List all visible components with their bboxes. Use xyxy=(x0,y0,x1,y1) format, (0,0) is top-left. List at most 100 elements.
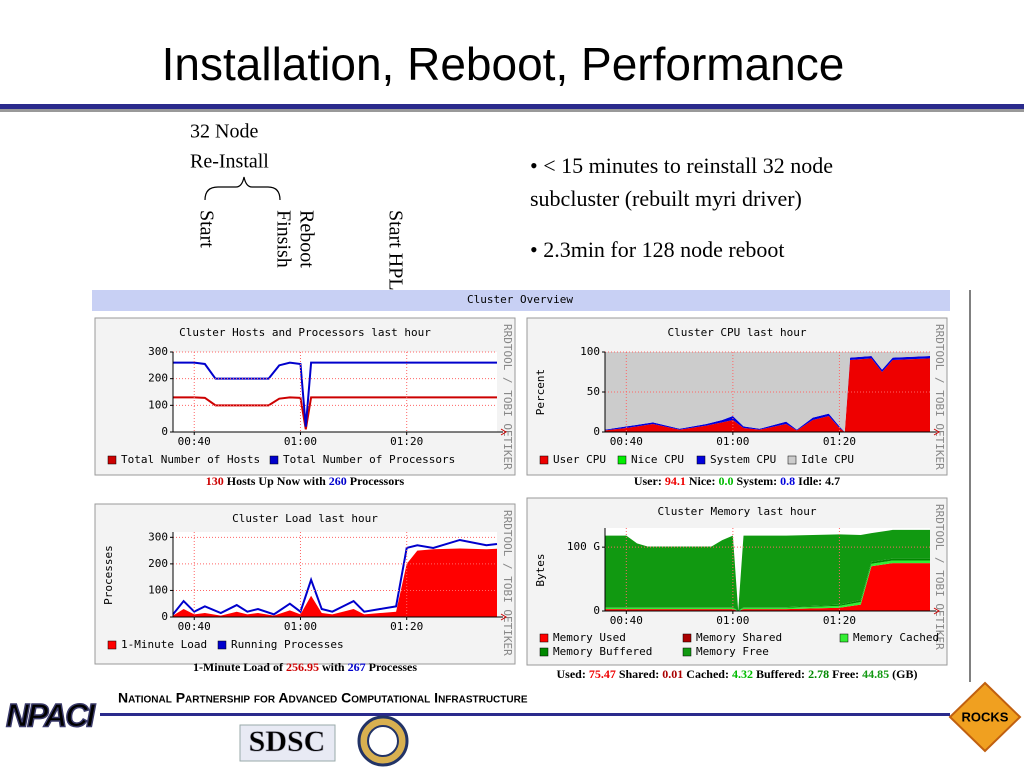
x-tick-label: 00:40 xyxy=(178,620,211,633)
legend-swatch xyxy=(269,455,279,465)
legend-swatch xyxy=(696,455,706,465)
line xyxy=(173,396,497,430)
rocks-label: ROCKS xyxy=(962,709,1009,724)
plot-area xyxy=(173,352,497,432)
annotation: 32 Node xyxy=(190,121,258,143)
caption-part: 0.01 xyxy=(662,667,683,681)
watermark: RRDTOOL / TOBI OETIKER xyxy=(933,324,946,470)
chart-title: Cluster Memory last hour xyxy=(658,505,817,518)
area xyxy=(605,358,930,432)
caption-part: Shared: xyxy=(616,667,662,681)
y-tick-label: 100 xyxy=(580,345,600,358)
caption-part: Processors xyxy=(347,474,405,488)
axis-arrow xyxy=(933,607,940,615)
legend-label: Running Processes xyxy=(231,638,344,651)
watermark: RRDTOOL / TOBI OETIKER xyxy=(501,324,514,470)
y-axis-label: Processes xyxy=(102,545,115,605)
overview-title: Cluster Overview xyxy=(467,293,573,306)
caption-part: Cached: xyxy=(683,667,732,681)
legend-label: Memory Free xyxy=(696,645,769,658)
chart-title: Cluster Hosts and Processors last hour xyxy=(179,326,431,339)
legend-label: Nice CPU xyxy=(631,453,684,466)
y-tick-label: 100 G xyxy=(567,540,600,553)
caption-part: 44.85 xyxy=(862,667,889,681)
caption-part: 130 xyxy=(206,474,224,488)
legend-label: User CPU xyxy=(553,453,606,466)
caption-part: 2.78 xyxy=(808,667,829,681)
x-tick-label: 01:00 xyxy=(716,435,749,448)
legend-label: Memory Buffered xyxy=(553,645,652,658)
caption-part: 0.8 xyxy=(780,474,795,488)
legend-label: Idle CPU xyxy=(801,453,854,466)
chart-title: Cluster CPU last hour xyxy=(667,326,806,339)
watermark: RRDTOOL / TOBI OETIKER xyxy=(933,504,946,650)
chart-panel: Cluster Hosts and Processors last hour RR… xyxy=(94,317,516,476)
y-tick-label: 200 xyxy=(148,372,168,385)
x-tick-label: 00:40 xyxy=(610,435,643,448)
legend-label: 1-Minute Load xyxy=(121,638,207,651)
legend-swatch xyxy=(682,633,692,643)
chart-title: Cluster Load last hour xyxy=(232,512,378,525)
overview-bar xyxy=(92,290,950,311)
annotation: Reboot xyxy=(295,210,317,268)
legend-swatch xyxy=(217,640,227,650)
caption-part: Buffered: xyxy=(753,667,808,681)
sdsc-logo: SDSC xyxy=(249,725,326,758)
npaci-logo: NPACI xyxy=(6,697,96,733)
legend-label: Total Number of Hosts xyxy=(121,453,260,466)
footer-rule xyxy=(100,713,950,716)
caption-part: 94.1 xyxy=(665,474,686,488)
caption-part: Used: xyxy=(556,667,588,681)
chart-caption: User: 94.1 Nice: 0.0 System: 0.8 Idle: 4… xyxy=(634,474,840,488)
line xyxy=(173,361,497,427)
x-tick-label: 01:00 xyxy=(284,435,317,448)
caption-part: Idle: 4.7 xyxy=(795,474,840,488)
legend-swatch xyxy=(539,633,549,643)
line xyxy=(172,538,498,616)
y-tick-label: 100 xyxy=(148,398,168,411)
x-tick-label: 01:20 xyxy=(390,435,423,448)
area xyxy=(605,529,930,611)
x-tick-label: 01:20 xyxy=(823,435,856,448)
caption-part: 260 xyxy=(329,474,347,488)
chart-panel: Cluster CPU last hour RRDTOOL / TOBI OETI… xyxy=(526,317,948,476)
annotation: Start HPL xyxy=(384,210,406,291)
caption-part: User: xyxy=(634,474,665,488)
axis-arrow xyxy=(933,428,940,436)
chart-panel: Cluster Load last hour RRDTOOL / TOBI OET… xyxy=(94,503,516,665)
y-tick-label: 0 xyxy=(593,425,600,438)
axis-arrow xyxy=(500,428,507,436)
y-axis-label: Percent xyxy=(534,369,547,415)
caption-part: (GB) xyxy=(889,667,917,681)
caption-part: 256.95 xyxy=(286,660,319,674)
y-tick-label: 0 xyxy=(161,610,168,623)
area xyxy=(605,563,930,611)
caption-part: Free: xyxy=(829,667,862,681)
legend-label: Memory Cached xyxy=(853,631,939,644)
caption-part: Processes xyxy=(366,660,418,674)
caption-part: System: xyxy=(733,474,780,488)
legend-swatch xyxy=(107,455,117,465)
rocks-logo xyxy=(948,681,1022,753)
caption-part: 0.0 xyxy=(718,474,733,488)
legend-label: System CPU xyxy=(710,453,776,466)
legend-swatch xyxy=(617,455,627,465)
chart-caption: Used: 75.47 Shared: 0.01 Cached: 4.32 Bu… xyxy=(556,667,917,681)
chart-panel: Cluster Memory last hour RRDTOOL / TOBI O… xyxy=(526,497,948,666)
bullet: • 2.3min for 128 node reboot xyxy=(530,237,785,262)
y-tick-label: 200 xyxy=(148,557,168,570)
y-tick-label: 50 xyxy=(587,385,600,398)
y-axis-label: Bytes xyxy=(534,553,547,586)
caption-part: with xyxy=(319,660,348,674)
slide-title: Installation, Reboot, Performance xyxy=(162,38,845,90)
caption-part: 1-Minute Load of xyxy=(193,660,286,674)
annotation: Re-Install xyxy=(190,151,269,173)
bullet: • < 15 minutes to reinstall 32 node xyxy=(530,153,833,178)
legend-swatch xyxy=(539,647,549,657)
annotation: Start xyxy=(195,210,217,248)
y-tick-label: 100 xyxy=(148,583,168,596)
chart-caption: 130 Hosts Up Now with 260 Processors xyxy=(206,474,405,488)
charts: Cluster Hosts and Processors last hour RR… xyxy=(94,317,948,681)
title-rule-shadow xyxy=(0,108,1024,112)
